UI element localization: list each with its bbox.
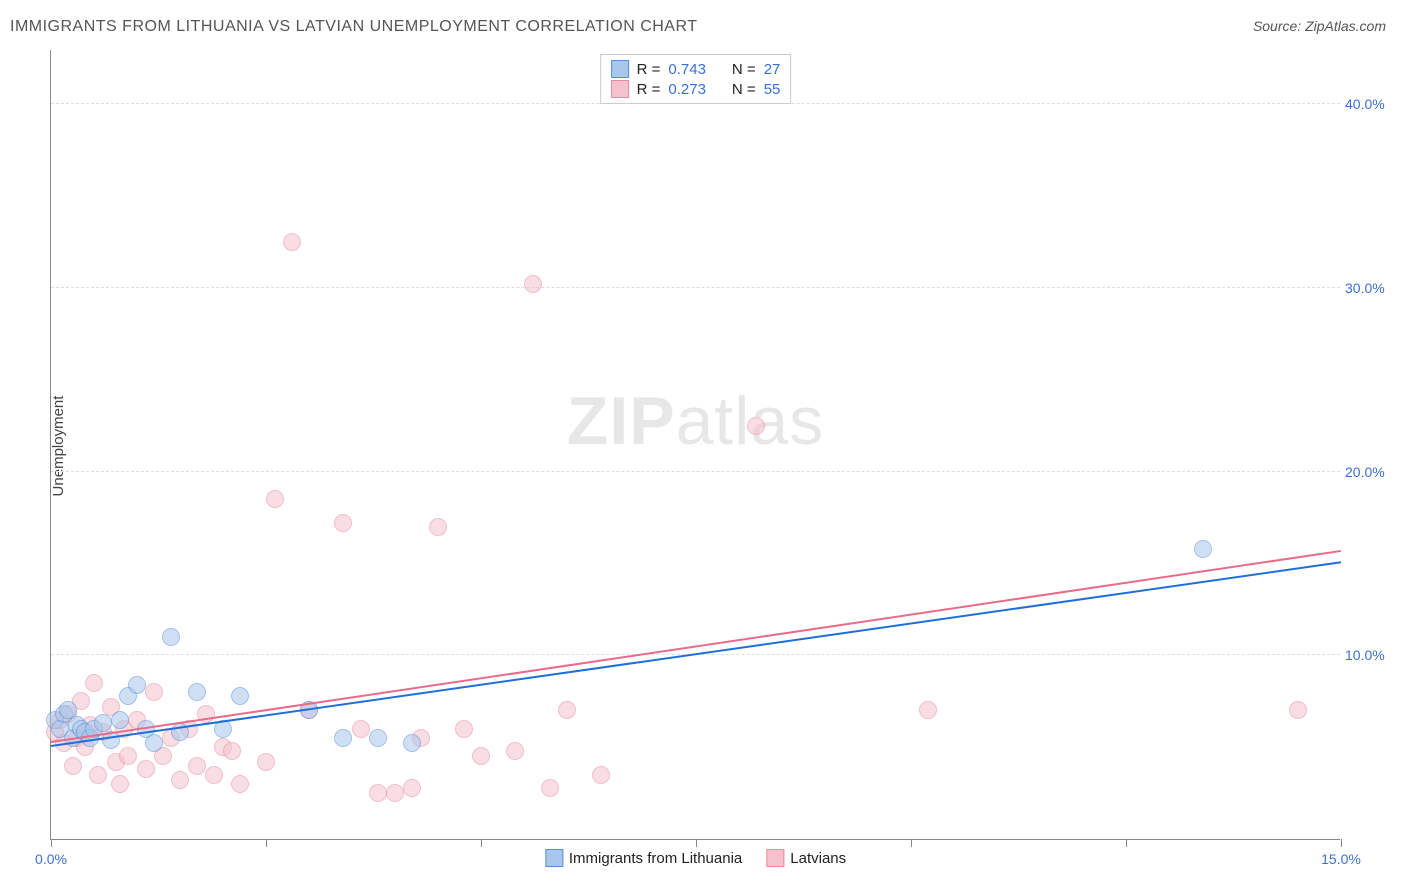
- data-point: [171, 771, 189, 789]
- gridline: [51, 471, 1340, 472]
- data-point: [85, 674, 103, 692]
- data-point: [558, 701, 576, 719]
- r-label: R =: [637, 61, 661, 78]
- data-point: [137, 760, 155, 778]
- data-point: [919, 701, 937, 719]
- x-tick: [696, 839, 697, 847]
- data-point: [352, 720, 370, 738]
- data-point: [128, 676, 146, 694]
- r-value-1: 0.273: [668, 81, 706, 98]
- legend-item-0: Immigrants from Lithuania: [545, 849, 742, 867]
- data-point: [334, 514, 352, 532]
- chart-title: IMMIGRANTS FROM LITHUANIA VS LATVIAN UNE…: [10, 18, 698, 36]
- data-point: [472, 747, 490, 765]
- legend-label-0: Immigrants from Lithuania: [569, 850, 742, 867]
- data-point: [369, 784, 387, 802]
- data-point: [64, 757, 82, 775]
- data-point: [403, 734, 421, 752]
- y-tick-label: 30.0%: [1345, 280, 1395, 296]
- data-point: [145, 683, 163, 701]
- data-point: [429, 518, 447, 536]
- y-tick-label: 20.0%: [1345, 464, 1395, 480]
- x-tick-label: 15.0%: [1321, 851, 1361, 867]
- bottom-legend: Immigrants from Lithuania Latvians: [545, 849, 846, 867]
- data-point: [111, 775, 129, 793]
- data-point: [89, 766, 107, 784]
- n-label: N =: [732, 61, 756, 78]
- stats-row-series-0: R = 0.743 N = 27: [611, 59, 781, 79]
- chart-container: IMMIGRANTS FROM LITHUANIA VS LATVIAN UNE…: [0, 0, 1406, 892]
- source-attribution: Source: ZipAtlas.com: [1253, 18, 1386, 34]
- data-point: [162, 628, 180, 646]
- x-tick: [481, 839, 482, 847]
- plot-area: ZIPatlas R = 0.743 N = 27 R = 0.273 N = …: [50, 50, 1340, 840]
- data-point: [369, 729, 387, 747]
- data-point: [334, 729, 352, 747]
- watermark: ZIPatlas: [567, 382, 824, 460]
- n-label: N =: [732, 81, 756, 98]
- gridline: [51, 287, 1340, 288]
- x-tick: [911, 839, 912, 847]
- data-point: [257, 753, 275, 771]
- x-tick: [1341, 839, 1342, 847]
- data-point: [386, 784, 404, 802]
- trend-line: [51, 550, 1341, 743]
- swatch-series-1: [611, 80, 629, 98]
- y-tick-label: 40.0%: [1345, 96, 1395, 112]
- stats-row-series-1: R = 0.273 N = 55: [611, 79, 781, 99]
- legend-swatch-0: [545, 849, 563, 867]
- data-point: [1194, 540, 1212, 558]
- data-point: [205, 766, 223, 784]
- x-tick: [1126, 839, 1127, 847]
- legend-label-1: Latvians: [790, 850, 846, 867]
- x-tick-label: 0.0%: [35, 851, 67, 867]
- watermark-bold: ZIP: [567, 383, 676, 459]
- data-point: [188, 757, 206, 775]
- data-point: [592, 766, 610, 784]
- swatch-series-0: [611, 60, 629, 78]
- r-value-0: 0.743: [668, 61, 706, 78]
- data-point: [266, 490, 284, 508]
- data-point: [747, 417, 765, 435]
- n-value-1: 55: [764, 81, 781, 98]
- x-tick: [51, 839, 52, 847]
- data-point: [403, 779, 421, 797]
- legend-swatch-1: [766, 849, 784, 867]
- data-point: [283, 233, 301, 251]
- data-point: [524, 275, 542, 293]
- y-tick-label: 10.0%: [1345, 647, 1395, 663]
- data-point: [455, 720, 473, 738]
- stats-legend: R = 0.743 N = 27 R = 0.273 N = 55: [600, 54, 792, 104]
- data-point: [506, 742, 524, 760]
- data-point: [188, 683, 206, 701]
- data-point: [541, 779, 559, 797]
- r-label: R =: [637, 81, 661, 98]
- data-point: [145, 734, 163, 752]
- data-point: [231, 687, 249, 705]
- data-point: [1289, 701, 1307, 719]
- data-point: [231, 775, 249, 793]
- data-point: [111, 711, 129, 729]
- legend-item-1: Latvians: [766, 849, 846, 867]
- data-point: [119, 747, 137, 765]
- data-point: [94, 714, 112, 732]
- data-point: [223, 742, 241, 760]
- n-value-0: 27: [764, 61, 781, 78]
- x-tick: [266, 839, 267, 847]
